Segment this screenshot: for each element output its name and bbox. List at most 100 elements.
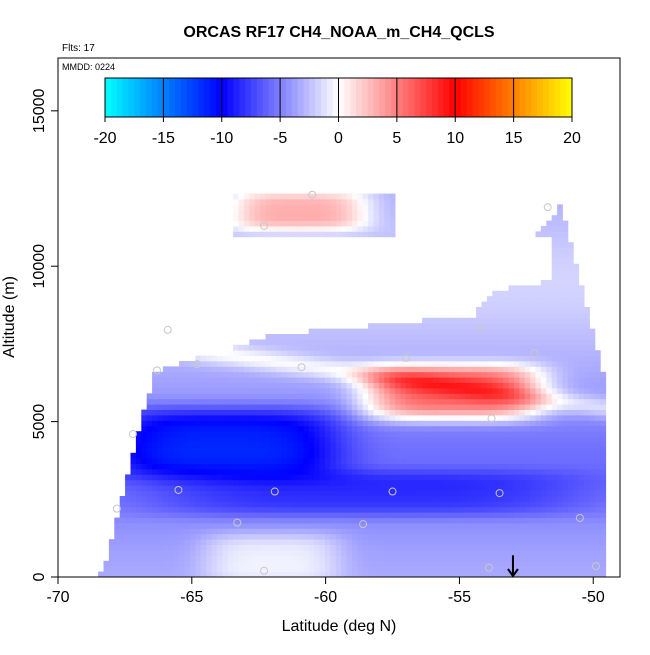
- heatmap-cell: [384, 550, 391, 556]
- heatmap-cell: [476, 512, 482, 518]
- heatmap-cell: [303, 226, 310, 232]
- heatmap-cell: [368, 431, 374, 437]
- heatmap-cell: [524, 420, 531, 427]
- heatmap-cell: [427, 474, 434, 481]
- heatmap-cell: [551, 496, 558, 502]
- heatmap-cell: [200, 474, 207, 481]
- heatmap-cell: [562, 452, 569, 459]
- heatmap-cell: [562, 263, 569, 270]
- heatmap-cell: [130, 528, 137, 535]
- heatmap-cell: [395, 361, 401, 367]
- heatmap-cell: [233, 388, 239, 394]
- heatmap-cell: [427, 420, 434, 427]
- heatmap-cell: [600, 496, 607, 502]
- heatmap-cell: [459, 506, 466, 513]
- heatmap-cell: [470, 539, 477, 545]
- heatmap-cell: [314, 560, 320, 567]
- heatmap-cell: [373, 425, 380, 432]
- heatmap-cell: [551, 415, 558, 421]
- heatmap-cell: [265, 334, 272, 340]
- heatmap-cell: [389, 528, 396, 535]
- heatmap-cell: [243, 204, 250, 211]
- heatmap-cell: [551, 382, 558, 389]
- heatmap-cell: [416, 361, 423, 367]
- heatmap-cell: [119, 517, 126, 524]
- heatmap-cell: [432, 474, 439, 481]
- heatmap-cell: [216, 366, 223, 373]
- heatmap-cell: [351, 528, 358, 535]
- heatmap-cell: [465, 571, 472, 578]
- heatmap-cell: [584, 420, 590, 427]
- heatmap-cell: [362, 339, 369, 346]
- heatmap-cell: [508, 339, 515, 346]
- heatmap-cell: [162, 377, 169, 383]
- colorbar-segment: [350, 78, 357, 117]
- heatmap-cell: [168, 398, 175, 405]
- heatmap-cell: [594, 528, 601, 535]
- heatmap-cell: [119, 555, 126, 562]
- heatmap-cell: [189, 377, 196, 383]
- heatmap-cell: [584, 350, 590, 356]
- heatmap-cell: [168, 506, 175, 513]
- heatmap-cell: [368, 350, 374, 356]
- heatmap-cell: [341, 393, 347, 400]
- heatmap-cell: [211, 442, 218, 448]
- heatmap-cell: [292, 452, 299, 459]
- heatmap-cell: [362, 528, 369, 535]
- heatmap-cell: [368, 490, 374, 497]
- heatmap-cell: [211, 512, 218, 518]
- heatmap-cell: [373, 533, 380, 540]
- heatmap-cell: [189, 361, 196, 367]
- heatmap-cell: [243, 555, 250, 562]
- heatmap-cell: [508, 420, 515, 427]
- heatmap-cell: [486, 442, 493, 448]
- heatmap-cell: [297, 506, 304, 513]
- heatmap-cell: [432, 409, 439, 416]
- heatmap-cell: [276, 334, 283, 340]
- heatmap-cell: [492, 506, 499, 513]
- heatmap-cell: [335, 328, 342, 335]
- heatmap-cell: [346, 501, 353, 508]
- heatmap-cell: [443, 517, 450, 524]
- heatmap-cell: [438, 355, 445, 362]
- colorbar-segment: [221, 78, 229, 117]
- colorbar-segment: [268, 78, 275, 117]
- heatmap-cell: [476, 479, 482, 486]
- heatmap-cell: [508, 442, 515, 448]
- colorbar-segment: [525, 78, 532, 117]
- heatmap-cell: [254, 339, 261, 346]
- heatmap-cell: [567, 533, 574, 540]
- heatmap-cell: [330, 539, 337, 545]
- heatmap-cell: [265, 436, 272, 443]
- heatmap-cell: [373, 420, 380, 427]
- heatmap-cell: [130, 571, 137, 578]
- heatmap-cell: [162, 555, 169, 562]
- heatmap-cell: [222, 490, 229, 497]
- heatmap-cell: [378, 496, 385, 502]
- heatmap-cell: [335, 371, 342, 378]
- heatmap-cell: [265, 539, 272, 545]
- heatmap-cell: [162, 463, 169, 470]
- heatmap-cell: [373, 528, 380, 535]
- heatmap-cell: [162, 528, 169, 535]
- heatmap-cell: [427, 350, 434, 356]
- heatmap-cell: [179, 485, 185, 491]
- heatmap-cell: [125, 501, 131, 508]
- heatmap-cell: [378, 377, 385, 383]
- heatmap-cell: [233, 474, 239, 481]
- heatmap-cell: [324, 334, 331, 340]
- heatmap-cell: [481, 550, 488, 556]
- heatmap-cell: [470, 355, 477, 362]
- heatmap-cell: [216, 517, 223, 524]
- heatmap-cell: [368, 199, 374, 205]
- heatmap-cell: [335, 425, 342, 432]
- heatmap-cell: [281, 496, 288, 502]
- heatmap-cell: [324, 485, 331, 491]
- heatmap-cell: [405, 523, 412, 529]
- heatmap-cell: [222, 350, 229, 356]
- heatmap-cell: [503, 312, 509, 319]
- heatmap-cell: [535, 452, 542, 459]
- heatmap-cell: [287, 566, 293, 572]
- heatmap-cell: [314, 371, 320, 378]
- heatmap-cell: [373, 469, 380, 475]
